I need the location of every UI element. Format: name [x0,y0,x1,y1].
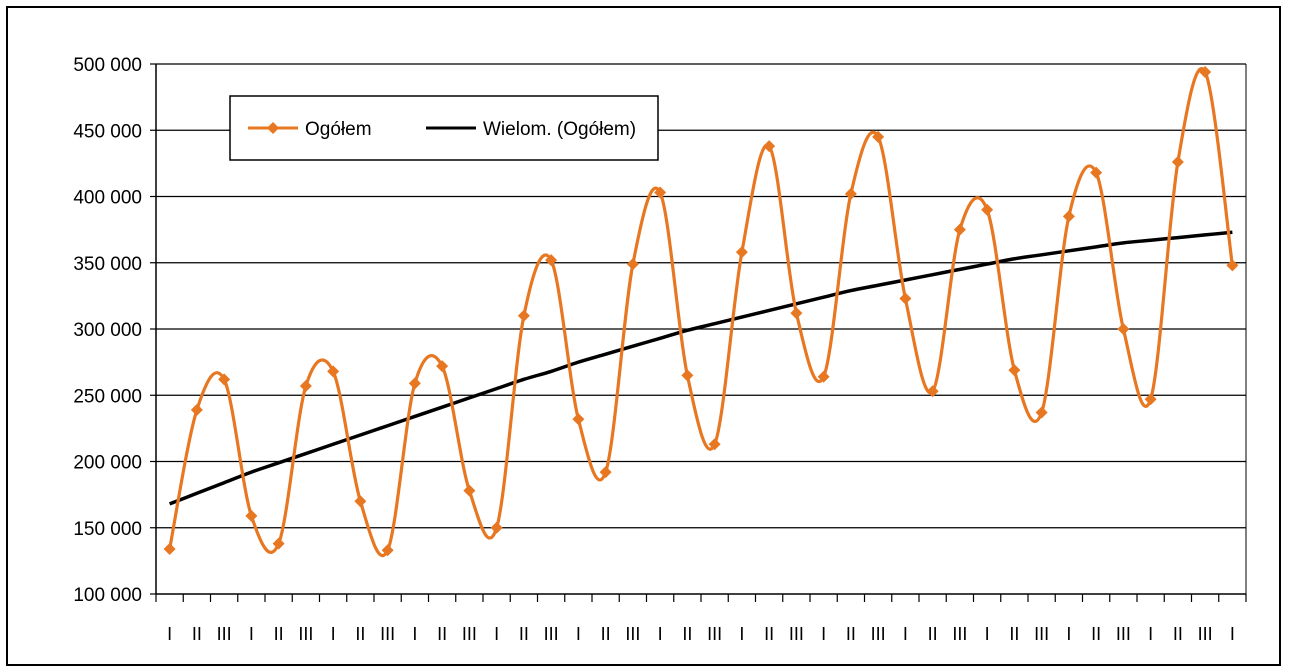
x-tick-label: I [821,624,826,644]
y-tick-label: 400 000 [73,188,142,209]
legend: Ogółem Wielom. (Ogółem) [229,95,659,161]
data-point-ogolem [545,254,558,267]
x-tick-label: III [625,624,640,644]
x-tick-label: II [601,624,611,644]
data-point-ogolem [953,223,966,236]
x-tick-label: III [217,624,232,644]
data-point-ogolem [1062,210,1075,223]
data-point-ogolem [899,292,912,305]
y-tick-label: 150 000 [73,519,142,540]
x-tick-label: II [437,624,447,644]
data-point-ogolem [1090,166,1103,179]
data-point-ogolem [190,403,203,416]
y-tick-label: 350 000 [73,254,142,275]
x-tick-label: II [192,624,202,644]
legend-label-ogolem: Ogółem [305,119,372,140]
x-tick-label: I [1066,624,1071,644]
data-point-ogolem [926,385,939,398]
x-tick-label: II [355,624,365,644]
x-tick-label: III [1198,624,1213,644]
data-point-ogolem [327,365,340,378]
data-point-ogolem [790,307,803,320]
x-tick-label: I [903,624,908,644]
data-point-ogolem [1199,65,1212,78]
x-tick-label: II [1091,624,1101,644]
x-tick-label: II [274,624,284,644]
data-point-ogolem [1226,259,1239,272]
x-tick-label: II [682,624,692,644]
x-tick-label: II [846,624,856,644]
legend-marker-ogolem [267,122,279,134]
data-point-ogolem [218,373,231,386]
data-point-ogolem [272,537,285,550]
x-tick-label: III [1034,624,1049,644]
x-tick-label: I [1148,624,1153,644]
x-tick-label: III [462,624,477,644]
x-tick-label: II [1173,624,1183,644]
x-tick-label: II [764,624,774,644]
data-point-ogolem [354,495,367,508]
data-point-ogolem [381,544,394,557]
data-point-ogolem [299,379,312,392]
y-tick-label: 250 000 [73,386,142,407]
x-tick-label: I [576,624,581,644]
x-tick-label: III [789,624,804,644]
x-tick-label: III [1116,624,1131,644]
x-tick-label: III [544,624,559,644]
x-tick-label: I [985,624,990,644]
data-point-ogolem [163,542,176,555]
data-point-ogolem [1117,323,1130,335]
x-tick-label: I [249,624,254,644]
data-point-ogolem [844,187,857,200]
x-tick-label: I [167,624,172,644]
x-tick-label: III [952,624,967,644]
x-tick-label: I [1230,624,1235,644]
data-point-ogolem [1008,364,1021,377]
y-tick-label: 500 000 [73,55,142,76]
y-tick-label: 200 000 [73,453,142,474]
data-point-ogolem [817,370,830,383]
chart-frame: 100 000 150 000 200 000 250 000 300 000 350 0… [6,6,1281,666]
data-point-ogolem [517,309,530,322]
x-tick-label: I [739,624,744,644]
series-line-trend [168,230,1233,506]
data-point-ogolem [735,246,748,259]
legend-label-trend: Wielom. (Ogółem) [483,119,636,140]
x-tick-label: II [519,624,529,644]
x-tick-label: II [1009,624,1019,644]
x-tick-label: I [658,624,663,644]
line-chart: 100 000 150 000 200 000 250 000 300 000 350 0… [73,55,1247,644]
y-tick-label: 100 000 [73,585,142,606]
x-tick-label: I [412,624,417,644]
data-point-ogolem [626,258,639,271]
y-tick-label: 450 000 [73,121,142,142]
x-tick-label: I [494,624,499,644]
data-point-ogolem [599,466,612,479]
data-point-ogolem [490,521,503,534]
data-point-ogolem [681,369,694,382]
data-point-ogolem [463,484,476,497]
data-point-ogolem [408,377,421,390]
x-tick-label: I [331,624,336,644]
data-point-ogolem [572,413,585,426]
x-tick-label: III [871,624,886,644]
data-point-ogolem [654,186,667,199]
data-point-ogolem [872,130,885,143]
data-point-ogolem [763,140,776,153]
x-tick-label: III [298,624,313,644]
data-point-ogolem [708,438,721,451]
x-tick-label: II [928,624,938,644]
data-point-ogolem [1035,406,1048,419]
data-point-ogolem [981,203,994,216]
data-point-ogolem [1144,393,1157,406]
data-point-ogolem [245,509,258,522]
x-tick-label: III [380,624,395,644]
data-point-ogolem [436,360,449,373]
y-tick-label: 300 000 [73,320,142,341]
data-point-ogolem [1171,156,1184,169]
x-tick-label: III [707,624,722,644]
